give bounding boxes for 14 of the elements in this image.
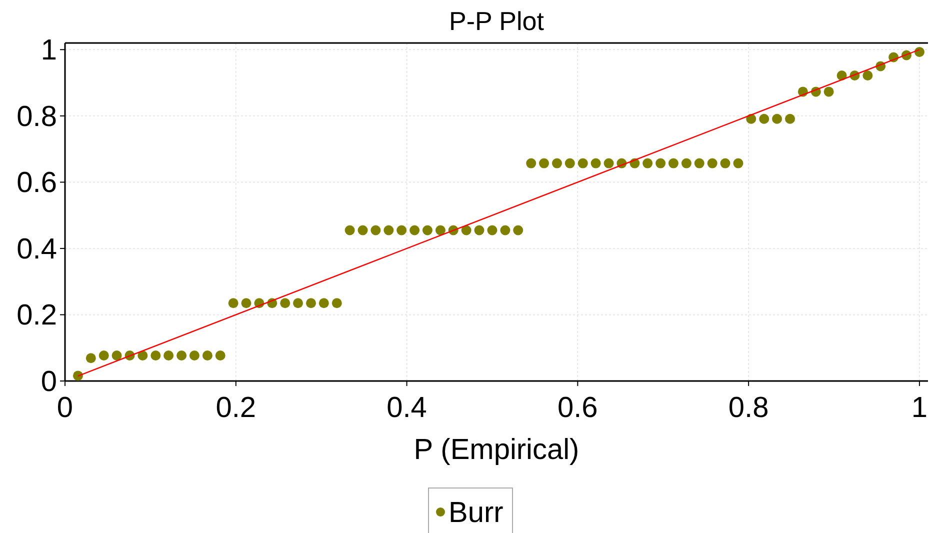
x-tick-label: 0.8 bbox=[728, 392, 769, 424]
chart-title: P-P Plot bbox=[449, 6, 545, 36]
y-tick-label: 0.8 bbox=[16, 100, 57, 133]
x-tick-label: 0.4 bbox=[386, 392, 427, 424]
x-tick-label: 0.2 bbox=[216, 392, 256, 424]
y-tick-label: 0.4 bbox=[16, 233, 57, 266]
y-tick-label: 1 bbox=[40, 34, 57, 67]
y-tick-label: 0 bbox=[40, 366, 57, 398]
y-tick-label: 0.2 bbox=[16, 300, 57, 332]
legend-label: Burr bbox=[448, 497, 504, 529]
y-tick-label: 0.6 bbox=[16, 167, 57, 200]
x-tick-label: 0.6 bbox=[558, 392, 598, 424]
x-tick-label: 1 bbox=[911, 392, 928, 424]
x-axis-title: P (Empirical) bbox=[414, 434, 580, 466]
